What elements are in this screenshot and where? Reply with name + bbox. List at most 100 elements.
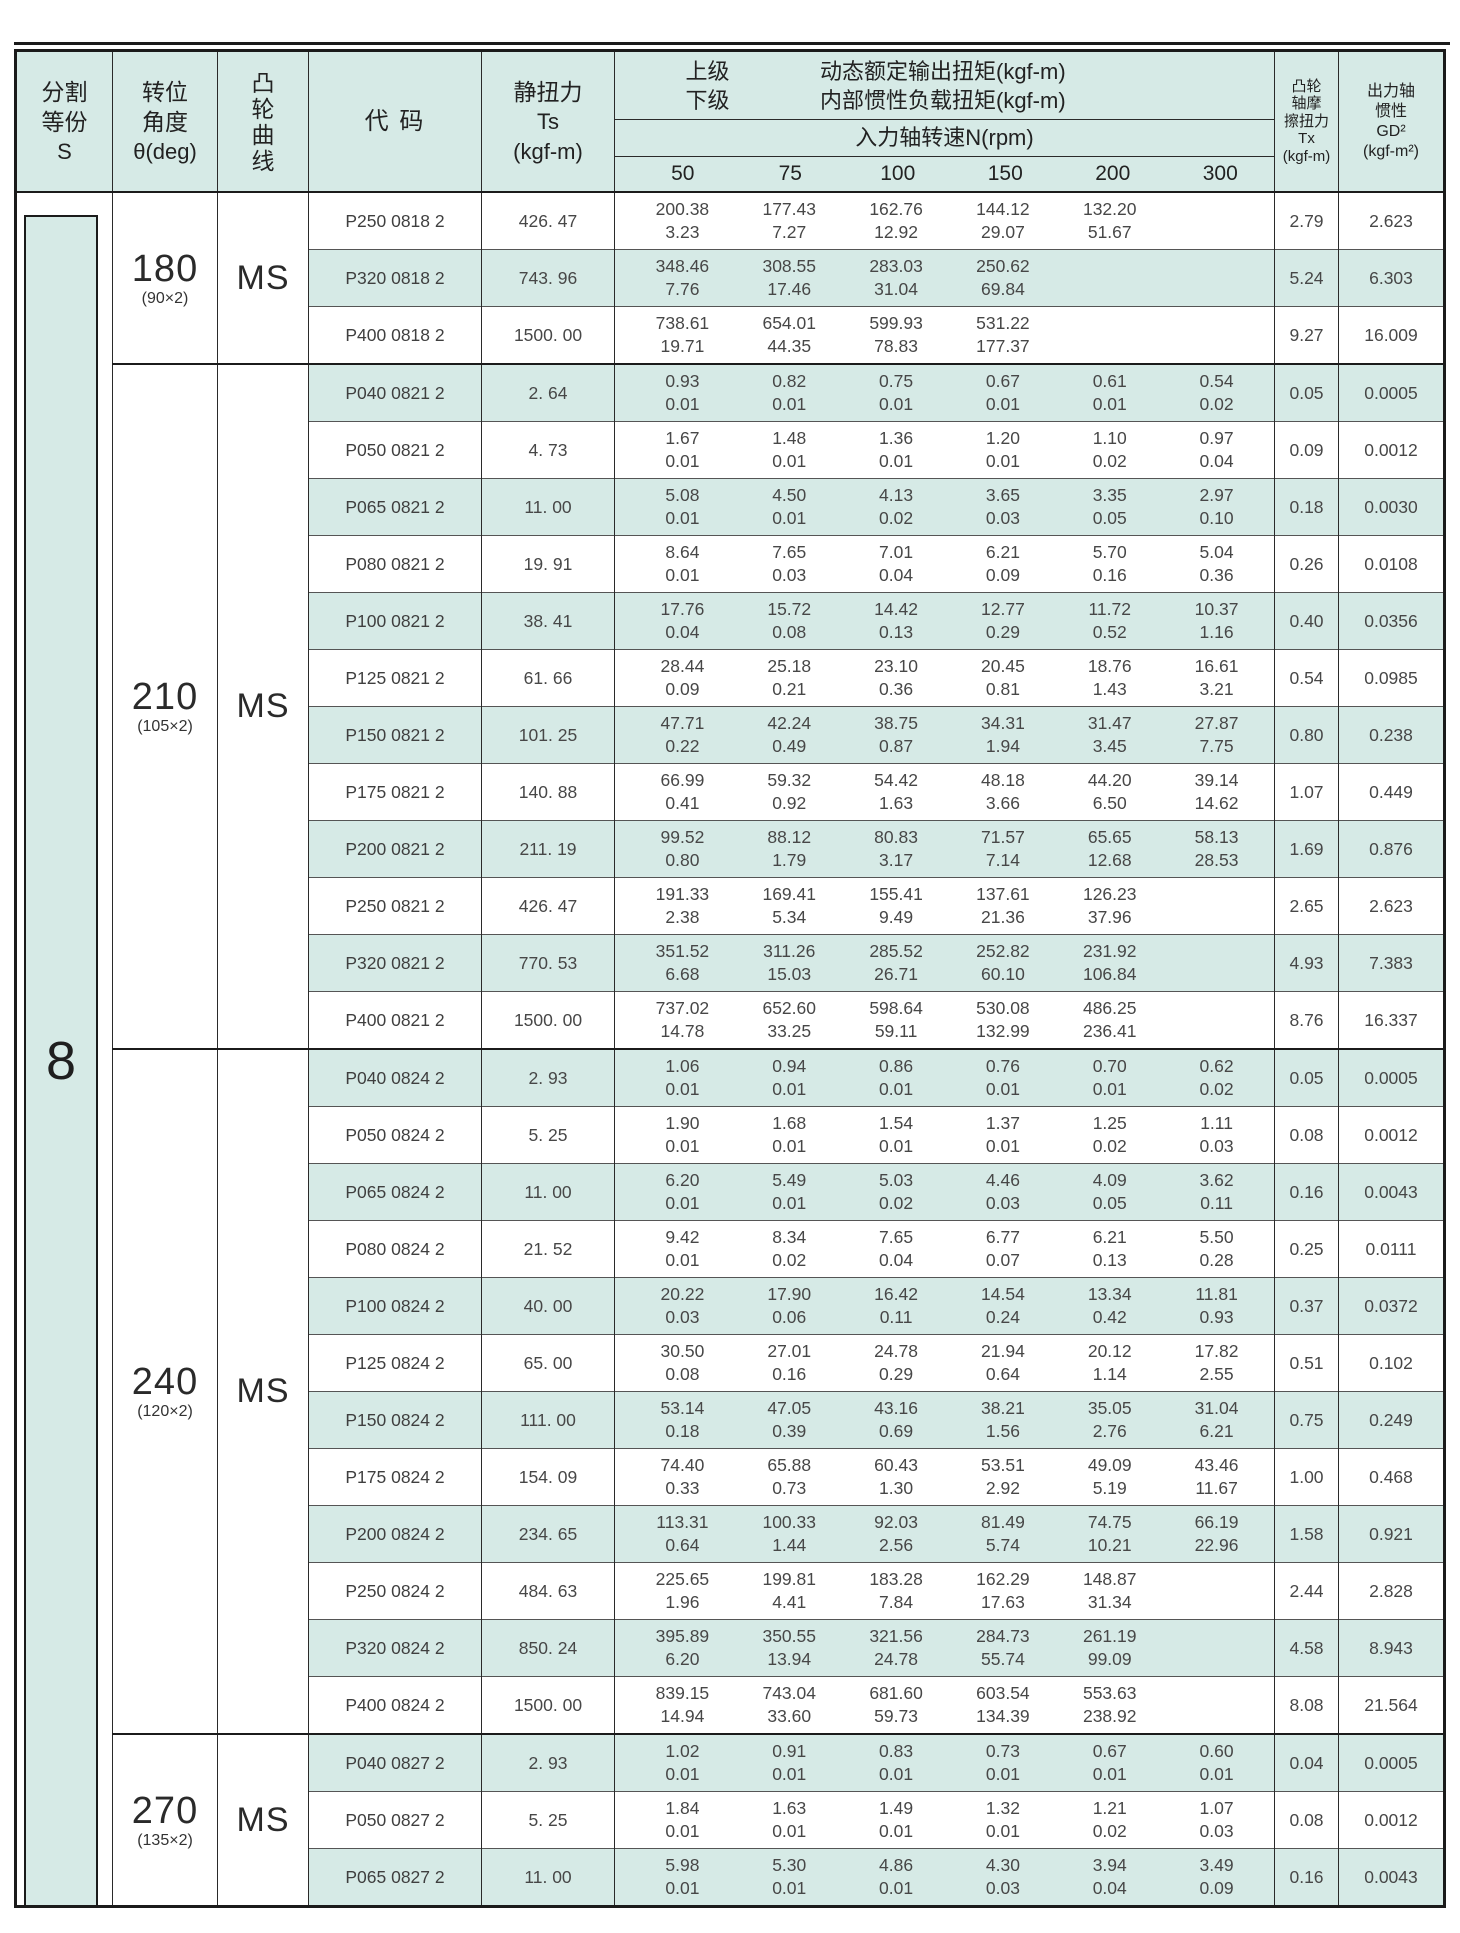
rpm-value: 225.65 [655, 1569, 710, 1589]
table-row: P320 0818 2 743. 96 348.46 308.55 283.03 250.… [16, 249, 1445, 307]
rpm-values-cell: 30.50 27.01 24.78 21.94 20.12 17.82 0.08 0.16 0.… [614, 1334, 1275, 1392]
rpm-value: 0.05 [1092, 1193, 1127, 1213]
code-cell: P080 0821 2 [308, 535, 482, 593]
rpm-values-cell: 5.08 4.50 4.13 3.65 3.35 2.97 0.01 0.01 0.02 0.03… [614, 478, 1275, 536]
rpm-line-upper: 99.52 88.12 80.83 71.57 65.65 58.13 [629, 826, 1270, 848]
cam-friction-cell: 8.76 [1274, 991, 1339, 1049]
rpm-value: 10.21 [1087, 1535, 1132, 1555]
rpm-value [1163, 278, 1270, 300]
header-cam-friction-line: Tx [1298, 130, 1315, 148]
code-cell: P175 0824 2 [308, 1448, 482, 1506]
rpm-value: 6.77 [985, 1227, 1020, 1247]
rpm-line-lower: 0.01 0.03 0.04 0.09 0.16 0.36 [629, 564, 1270, 586]
rpm-values-cell: 113.31 100.33 92.03 81.49 74.75 66.19 0.64 1.44… [614, 1505, 1275, 1563]
rpm-value: 1.67 [665, 428, 700, 448]
header-output-inertia-line: 出力轴 [1366, 82, 1415, 100]
rpm-values: 191.33 169.41 155.41 137.61 126.23 2.38 5.34 9.… [615, 878, 1274, 934]
rpm-value [1056, 335, 1163, 357]
rpm-value: 6.21 [1199, 1421, 1234, 1441]
rpm-value [1163, 1705, 1270, 1727]
rpm-value: 0.11 [879, 1307, 913, 1327]
rpm-value: 38.21 [981, 1398, 1025, 1418]
cam-friction-cell: 0.05 [1274, 363, 1339, 422]
rpm-value: 3.66 [985, 793, 1020, 813]
rpm-value: 0.10 [1199, 508, 1234, 528]
rpm-value: 599.93 [869, 313, 923, 333]
rpm-value: 144.12 [976, 199, 1030, 219]
main-table: 分割 等份 S 转位 角度 θ(deg) 凸 轮 曲 线 代 码 [14, 49, 1446, 1908]
rpm-value: 7.76 [665, 279, 700, 299]
rpm-values-cell: 5.98 5.30 4.86 4.30 3.94 3.49 0.01 0.01 0.01 0.03… [614, 1848, 1275, 1907]
rpm-line-upper: 8.64 7.65 7.01 6.21 5.70 5.04 [629, 541, 1270, 563]
rpm-value: 3.94 [1092, 1855, 1127, 1875]
rpm-speed: 300 [1202, 162, 1238, 185]
static-torque-cell: 21. 52 [481, 1220, 615, 1278]
code-cell: P250 0821 2 [308, 877, 482, 935]
rpm-value: 0.11 [1200, 1193, 1233, 1213]
rpm-value: 5.98 [665, 1855, 700, 1875]
output-inertia-cell: 0.249 [1338, 1391, 1445, 1449]
rpm-value: 0.01 [772, 1193, 807, 1213]
rpm-value: 4.41 [772, 1592, 807, 1612]
output-inertia-cell: 2.828 [1338, 1562, 1445, 1620]
rpm-line-upper: 5.98 5.30 4.86 4.30 3.94 3.49 [629, 1854, 1270, 1876]
rpm-value: 0.01 [665, 1136, 700, 1156]
rpm-value: 0.01 [665, 1821, 700, 1841]
rpm-value: 0.13 [879, 622, 914, 642]
output-inertia-cell: 0.0111 [1338, 1220, 1445, 1278]
rpm-value: 92.03 [874, 1512, 918, 1532]
rpm-value: 59.73 [874, 1706, 918, 1726]
rpm-value: 6.21 [985, 542, 1020, 562]
rpm-value: 162.29 [976, 1569, 1030, 1589]
rpm-value: 283.03 [869, 256, 923, 276]
rpm-value: 0.70 [1092, 1056, 1127, 1076]
rpm-value: 285.52 [869, 941, 923, 961]
rpm-value: 0.82 [772, 371, 807, 391]
cam-friction-cell: 0.09 [1274, 421, 1339, 479]
rpm-value: 5.74 [985, 1535, 1020, 1555]
rpm-value: 59.11 [874, 1021, 918, 1041]
rpm-line-lower: 0.09 0.21 0.36 0.81 1.43 3.21 [629, 678, 1270, 700]
static-torque-cell: 4. 73 [481, 421, 615, 479]
rpm-line-lower: 19.71 44.35 78.83 177.37 [629, 335, 1270, 357]
rpm-values: 351.52 311.26 285.52 252.82 231.92 6.68 15.03 2… [615, 935, 1274, 991]
rpm-value: 0.01 [985, 1079, 1020, 1099]
rpm-line-lower: 14.94 33.60 59.73 134.39 238.92 [629, 1705, 1270, 1727]
rpm-values: 47.71 42.24 38.75 34.31 31.47 27.87 0.22 0.49 0.… [615, 707, 1274, 763]
rpm-value: 0.01 [665, 1878, 700, 1898]
header-cam-curve: 凸 轮 曲 线 [217, 50, 309, 193]
header-rpm-label: 入力轴转速N(rpm) [615, 119, 1274, 156]
table-row: P175 0821 2 140. 88 66.99 59.32 54.42 48.18 44… [16, 763, 1445, 821]
rpm-value: 58.13 [1194, 827, 1239, 847]
rpm-value: 0.29 [985, 622, 1020, 642]
table-row: P175 0824 2 154. 09 74.40 65.88 60.43 53.51 49… [16, 1448, 1445, 1506]
rpm-value: 5.30 [772, 1855, 807, 1875]
rpm-value: 17.76 [660, 599, 705, 619]
header-static-torque-line: 静扭力 [513, 78, 583, 105]
table-row: P065 0824 2 11. 00 6.20 5.49 5.03 4.46 4.09 3.6… [16, 1163, 1445, 1221]
rpm-value: 5.50 [1199, 1227, 1234, 1247]
static-torque-cell: 5. 25 [481, 1106, 615, 1164]
rpm-value: 14.54 [981, 1284, 1025, 1304]
rpm-value: 21.94 [981, 1341, 1025, 1361]
table-row: P080 0821 2 19. 91 8.64 7.65 7.01 6.21 5.70 5.0… [16, 535, 1445, 593]
rpm-value: 0.69 [879, 1421, 914, 1441]
rpm-value: 3.17 [879, 850, 914, 870]
rpm-value: 0.13 [1092, 1250, 1127, 1270]
rpm-line-upper: 351.52 311.26 285.52 252.82 231.92 [629, 940, 1270, 962]
rpm-value: 0.03 [985, 508, 1020, 528]
rpm-values-cell: 395.89 350.55 321.56 284.73 261.19 6.20 13.94 2… [614, 1619, 1275, 1677]
rpm-values-cell: 1.02 0.91 0.83 0.73 0.67 0.60 0.01 0.01 0.01 0.01… [614, 1733, 1275, 1792]
rpm-line-upper: 225.65 199.81 183.28 162.29 148.87 [629, 1568, 1270, 1590]
rpm-value: 71.57 [981, 827, 1025, 847]
rpm-value: 60.43 [874, 1455, 918, 1475]
rpm-value: 0.01 [879, 451, 914, 471]
table-row: P125 0821 2 61. 66 28.44 25.18 23.10 20.45 18.… [16, 649, 1445, 707]
rpm-value: 43.16 [874, 1398, 918, 1418]
rpm-value: 33.60 [767, 1706, 812, 1726]
rpm-value: 250.62 [976, 256, 1030, 276]
rpm-values-cell: 200.38 177.43 162.76 144.12 132.20 3.23 7.27 12… [614, 191, 1275, 250]
table-row: P065 0821 2 11. 00 5.08 4.50 4.13 3.65 3.35 2.9… [16, 478, 1445, 536]
rpm-value: 191.33 [655, 884, 710, 904]
rpm-value: 1.96 [665, 1592, 700, 1612]
